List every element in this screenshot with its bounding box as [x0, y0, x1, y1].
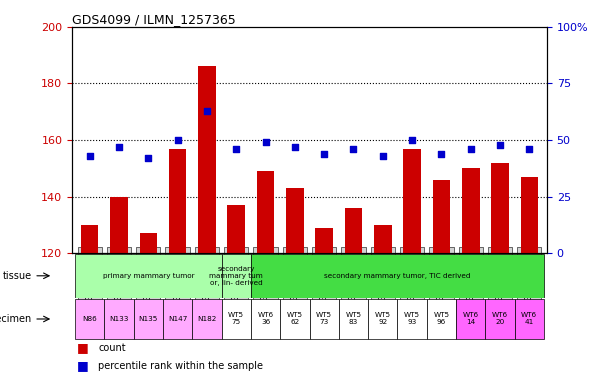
Text: N182: N182	[197, 316, 216, 322]
Point	[290, 144, 300, 150]
Bar	[257, 171, 274, 253]
Text: count: count	[98, 343, 126, 353]
Text: ■: ■	[77, 341, 88, 354]
Point	[436, 151, 446, 157]
Bar	[105, 299, 133, 339]
Text: WT5
73: WT5 73	[316, 313, 332, 326]
Point	[407, 137, 417, 143]
Bar	[139, 233, 157, 253]
Point	[378, 153, 388, 159]
Bar	[368, 299, 397, 339]
Bar	[374, 225, 392, 253]
Point	[173, 137, 183, 143]
Point	[466, 146, 475, 152]
Bar	[251, 253, 544, 298]
Bar	[110, 197, 128, 253]
Bar	[222, 299, 251, 339]
Point	[202, 108, 212, 114]
Bar	[227, 205, 245, 253]
Point	[495, 141, 505, 147]
Point	[349, 146, 358, 152]
Text: WT5
62: WT5 62	[287, 313, 303, 326]
Text: WT6
36: WT6 36	[257, 313, 273, 326]
Bar	[520, 177, 538, 253]
Text: WT5
92: WT5 92	[374, 313, 391, 326]
Bar	[486, 299, 514, 339]
Bar	[310, 299, 339, 339]
Text: percentile rank within the sample: percentile rank within the sample	[98, 361, 263, 371]
Point	[525, 146, 534, 152]
Point	[114, 144, 124, 150]
Bar	[198, 66, 216, 253]
Bar	[280, 299, 310, 339]
Point	[231, 146, 241, 152]
Point	[319, 151, 329, 157]
Bar	[169, 149, 186, 253]
Bar	[462, 168, 480, 253]
Point	[85, 153, 94, 159]
Bar	[133, 299, 163, 339]
Bar	[192, 299, 222, 339]
Text: GDS4099 / ILMN_1257365: GDS4099 / ILMN_1257365	[72, 13, 236, 26]
Bar	[286, 188, 304, 253]
Text: ■: ■	[77, 359, 88, 372]
Bar	[163, 299, 192, 339]
Bar	[491, 163, 509, 253]
Bar	[456, 299, 486, 339]
Bar	[222, 253, 251, 298]
Bar	[75, 299, 105, 339]
Bar	[81, 225, 99, 253]
Text: WT5
83: WT5 83	[346, 313, 362, 326]
Bar	[339, 299, 368, 339]
Text: WT6
20: WT6 20	[492, 313, 508, 326]
Point	[261, 139, 270, 146]
Text: N86: N86	[82, 316, 97, 322]
Text: WT5
96: WT5 96	[433, 313, 450, 326]
Text: specimen: specimen	[0, 314, 32, 324]
Bar	[397, 299, 427, 339]
Bar	[433, 180, 450, 253]
Bar	[514, 299, 544, 339]
Bar	[75, 253, 222, 298]
Bar	[403, 149, 421, 253]
Text: N133: N133	[109, 316, 129, 322]
Text: secondary mammary tumor, TIC derived: secondary mammary tumor, TIC derived	[324, 273, 471, 279]
Text: primary mammary tumor: primary mammary tumor	[103, 273, 194, 279]
Text: N135: N135	[139, 316, 158, 322]
Bar	[316, 228, 333, 253]
Text: N147: N147	[168, 316, 188, 322]
Bar	[251, 299, 280, 339]
Bar	[345, 208, 362, 253]
Text: WT6
14: WT6 14	[463, 313, 479, 326]
Text: tissue: tissue	[2, 271, 32, 281]
Text: secondary
mammary tum
or, lin- derived: secondary mammary tum or, lin- derived	[209, 266, 263, 286]
Text: WT6
41: WT6 41	[521, 313, 537, 326]
Bar	[427, 299, 456, 339]
Text: WT5
93: WT5 93	[404, 313, 420, 326]
Point	[144, 155, 153, 161]
Text: WT5
75: WT5 75	[228, 313, 245, 326]
